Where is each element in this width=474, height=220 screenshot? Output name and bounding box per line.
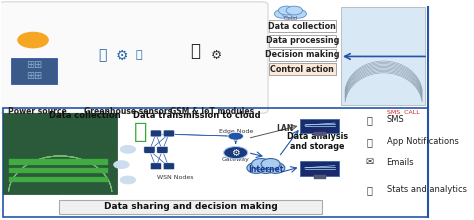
FancyBboxPatch shape [269,49,336,61]
Circle shape [228,132,244,140]
Text: 🌿: 🌿 [134,122,147,142]
Ellipse shape [274,9,291,18]
Text: Greenhouse sensors: Greenhouse sensors [84,107,172,116]
Text: ⚙: ⚙ [231,148,240,158]
FancyBboxPatch shape [269,20,336,32]
FancyBboxPatch shape [157,147,168,153]
Text: Power source: Power source [8,107,67,116]
FancyBboxPatch shape [3,113,117,194]
Ellipse shape [290,9,306,18]
Text: 💧: 💧 [136,50,142,60]
Ellipse shape [278,6,295,15]
Text: GSM & IoT modules: GSM & IoT modules [170,107,254,116]
FancyBboxPatch shape [163,130,174,137]
Text: Data processing: Data processing [265,36,339,45]
FancyBboxPatch shape [301,119,339,133]
Text: 📡: 📡 [190,42,200,60]
Text: Control action: Control action [270,64,334,73]
Circle shape [120,176,136,184]
FancyBboxPatch shape [59,200,322,214]
FancyBboxPatch shape [150,130,162,137]
Text: ⊞⊞
⊞⊞: ⊞⊞ ⊞⊞ [26,60,42,81]
FancyBboxPatch shape [0,2,268,113]
Ellipse shape [261,159,280,169]
FancyBboxPatch shape [163,163,174,170]
Text: 🔔: 🔔 [366,137,372,147]
Text: SMS  CALL: SMS CALL [387,110,419,115]
FancyBboxPatch shape [9,168,109,173]
FancyBboxPatch shape [269,35,336,47]
Text: Stats and analytics: Stats and analytics [387,185,466,194]
FancyBboxPatch shape [301,161,339,176]
FancyBboxPatch shape [314,175,326,179]
Ellipse shape [247,162,266,173]
Text: 🌡: 🌡 [98,48,106,62]
Text: ⚙: ⚙ [210,49,222,62]
Ellipse shape [252,159,271,169]
Text: 📊: 📊 [366,185,372,195]
Text: 📱: 📱 [366,115,372,125]
Ellipse shape [286,6,302,15]
Text: Data collection: Data collection [49,111,120,120]
Ellipse shape [282,9,299,18]
Text: Decision making: Decision making [265,50,339,59]
Text: Emails: Emails [387,158,414,167]
Text: App Notifications: App Notifications [387,137,458,146]
Circle shape [224,147,248,159]
Text: Data transmission to cloud: Data transmission to cloud [133,111,261,120]
Circle shape [120,145,136,153]
Circle shape [18,32,48,48]
FancyBboxPatch shape [314,132,326,136]
Text: Data collection: Data collection [268,22,336,31]
Text: Data analysis
and storage: Data analysis and storage [287,132,348,151]
FancyBboxPatch shape [269,63,336,75]
FancyBboxPatch shape [11,58,57,84]
FancyBboxPatch shape [144,147,155,153]
Text: WSN Nodes: WSN Nodes [157,175,193,180]
Text: Internet: Internet [248,165,283,174]
FancyBboxPatch shape [341,7,425,104]
FancyBboxPatch shape [9,177,109,182]
FancyBboxPatch shape [9,159,109,165]
Text: ✉: ✉ [365,158,374,167]
Text: ⚙: ⚙ [115,48,128,62]
Text: SMS: SMS [387,115,404,124]
Ellipse shape [256,162,275,173]
Text: Gateway: Gateway [222,157,250,162]
Text: Data sharing and decision making: Data sharing and decision making [103,202,277,211]
Text: Edge Node: Edge Node [219,129,253,134]
Circle shape [114,161,129,169]
Text: LAN: LAN [276,124,293,133]
Ellipse shape [266,162,285,173]
FancyBboxPatch shape [150,163,162,170]
Text: Cloud
services: Cloud services [281,16,301,27]
Text: Data sharing and decision making: Data sharing and decision making [103,202,277,211]
